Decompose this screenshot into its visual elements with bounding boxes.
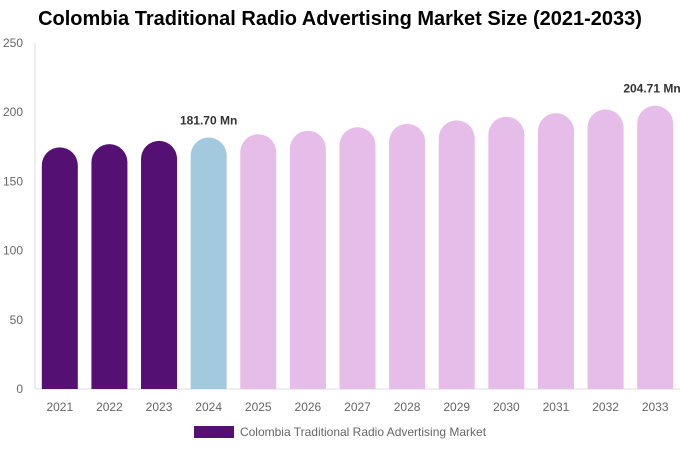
- x-tick-label: 2030: [493, 400, 520, 414]
- x-tick-label: 2025: [245, 400, 272, 414]
- bar-2033: [637, 105, 674, 389]
- x-tick-label: 2028: [394, 400, 421, 414]
- x-tick-label: 2032: [592, 400, 619, 414]
- y-tick-label: 200: [3, 105, 23, 119]
- chart-title: Colombia Traditional Radio Advertising M…: [38, 8, 642, 30]
- y-tick-label: 250: [3, 36, 23, 50]
- x-tick-label: 2021: [46, 400, 73, 414]
- x-tick-label: 2033: [642, 400, 669, 414]
- bar-2022: [91, 144, 128, 389]
- x-tick-label: 2026: [295, 400, 322, 414]
- x-tick-label: 2022: [96, 400, 123, 414]
- bar-2031: [537, 113, 574, 389]
- data-label-2024: 181.70 Mn: [180, 114, 237, 128]
- bar-2026: [289, 130, 326, 389]
- bar-2023: [141, 140, 178, 389]
- x-tick-label: 2023: [146, 400, 173, 414]
- y-tick-label: 50: [10, 313, 24, 327]
- x-tick-label: 2031: [543, 400, 570, 414]
- legend-label: Colombia Traditional Radio Advertising M…: [239, 425, 487, 439]
- y-tick-label: 100: [3, 244, 23, 258]
- bar-2025: [240, 134, 277, 389]
- legend-swatch: [193, 426, 234, 438]
- bar-2027: [339, 127, 376, 389]
- x-tick-label: 2027: [344, 400, 371, 414]
- bar-2030: [488, 116, 525, 390]
- x-tick-label: 2029: [443, 400, 470, 414]
- bar-2029: [438, 120, 475, 389]
- y-tick-label: 0: [16, 382, 23, 396]
- bar-2028: [389, 123, 426, 389]
- y-tick-label: 150: [3, 174, 23, 188]
- bar-2032: [587, 109, 624, 389]
- x-tick-label: 2024: [195, 400, 222, 414]
- bar-2024: [190, 137, 227, 389]
- bar-2021: [41, 147, 78, 389]
- data-label-2033: 204.71 Mn: [623, 82, 680, 96]
- legend: Colombia Traditional Radio Advertising M…: [0, 425, 680, 439]
